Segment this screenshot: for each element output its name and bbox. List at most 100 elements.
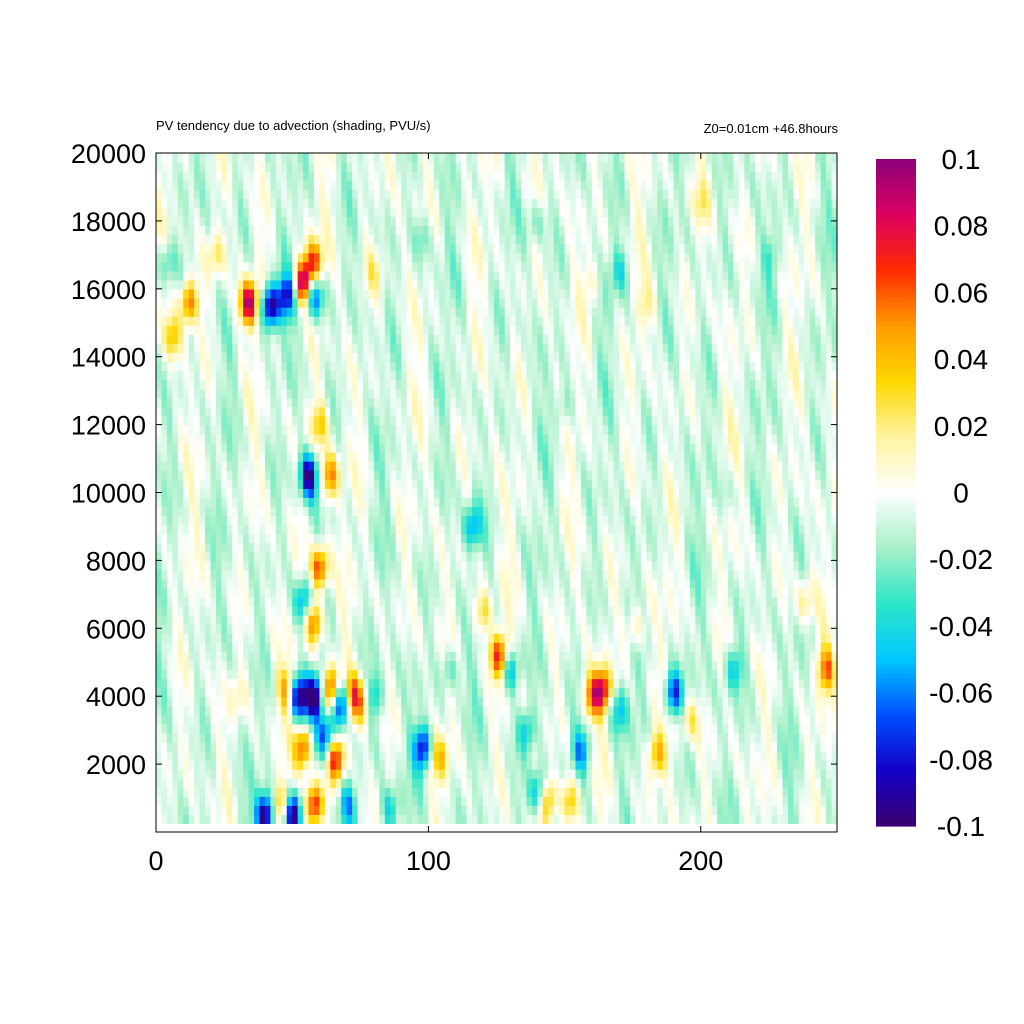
heatmap-cell <box>254 669 261 680</box>
heatmap-cell <box>777 633 784 643</box>
heatmap-cell <box>559 533 566 544</box>
heatmap-cell <box>335 606 342 616</box>
heatmap-cell <box>172 687 179 698</box>
heatmap-cell <box>766 479 773 489</box>
heatmap-cell <box>820 497 827 507</box>
heatmap-cell <box>226 578 233 589</box>
heatmap-cell <box>292 796 299 806</box>
heatmap-cell <box>749 569 756 580</box>
heatmap-cell <box>373 660 380 671</box>
heatmap-cell <box>755 660 762 671</box>
heatmap-cell <box>466 732 473 743</box>
heatmap-cell <box>161 814 168 824</box>
heatmap-cell <box>804 705 811 716</box>
heatmap-cell <box>363 633 370 643</box>
heatmap-cell <box>308 587 315 598</box>
heatmap-cell <box>471 669 479 680</box>
heatmap-cell <box>275 705 282 716</box>
heatmap-cell <box>635 524 642 535</box>
heatmap-cell <box>619 488 626 498</box>
heatmap-cell <box>542 814 549 824</box>
heatmap-cell <box>722 760 729 770</box>
heatmap-cell <box>537 587 544 598</box>
heatmap-cell <box>433 506 440 517</box>
heatmap-cell <box>629 805 637 816</box>
heatmap-cell <box>521 660 528 671</box>
heatmap-cell <box>335 578 342 589</box>
heatmap-cell <box>254 578 261 589</box>
heatmap-cell <box>635 796 642 806</box>
heatmap-cell <box>575 751 582 761</box>
heatmap-cell <box>831 551 837 562</box>
heatmap-cell <box>798 732 805 743</box>
heatmap-cell <box>728 787 735 797</box>
heatmap-cell <box>657 615 664 625</box>
heatmap-cell <box>401 678 408 689</box>
heatmap-cell <box>379 769 386 779</box>
heatmap-cell <box>390 488 397 498</box>
heatmap-cell <box>515 714 522 725</box>
heatmap-cell <box>673 687 680 698</box>
heatmap-cell <box>771 515 778 526</box>
heatmap-cell <box>580 624 587 634</box>
heatmap-cell <box>820 642 827 652</box>
heatmap-cell <box>537 696 544 707</box>
heatmap-cell <box>798 497 805 507</box>
heatmap-cell <box>651 524 658 535</box>
heatmap-cell <box>319 669 326 680</box>
heatmap-cell <box>439 805 446 816</box>
heatmap-cell <box>401 497 408 507</box>
heatmap-cell <box>248 678 255 689</box>
heatmap-cell <box>499 542 506 553</box>
heatmap-cell <box>259 741 266 752</box>
heatmap-cell <box>744 587 751 598</box>
heatmap-cell <box>324 606 331 616</box>
heatmap-cell <box>815 569 822 580</box>
heatmap-cell <box>221 542 228 553</box>
heatmap-cell <box>771 732 778 743</box>
heatmap-cell <box>384 533 391 544</box>
heatmap-cell <box>406 805 413 816</box>
heatmap-cell <box>346 479 353 489</box>
heatmap-cell <box>254 687 261 698</box>
heatmap-cell <box>624 642 631 652</box>
heatmap-cell <box>341 569 348 580</box>
heatmap-cell <box>580 524 587 535</box>
heatmap-cell <box>461 560 468 571</box>
heatmap-cell <box>166 751 173 761</box>
heatmap-cell <box>738 760 745 770</box>
heatmap-cell <box>226 678 233 689</box>
heatmap-cell <box>722 687 729 698</box>
heatmap-cell <box>232 696 239 707</box>
heatmap-cell <box>455 669 462 680</box>
heatmap-cell <box>706 569 713 580</box>
heatmap-cell <box>324 805 331 816</box>
heatmap-cell <box>771 660 778 671</box>
heatmap-cell <box>570 778 577 788</box>
heatmap-cell <box>352 741 359 752</box>
heatmap-cell <box>787 606 795 616</box>
heatmap-cell <box>521 705 528 716</box>
heatmap-cell <box>488 741 495 752</box>
heatmap-cell <box>368 533 375 544</box>
heatmap-cell <box>733 578 740 589</box>
heatmap-cell <box>172 751 179 761</box>
heatmap-cell <box>689 560 696 571</box>
heatmap-cell <box>553 615 560 625</box>
heatmap-cell <box>395 642 402 652</box>
heatmap-cell <box>706 714 713 725</box>
heatmap-cell <box>461 624 468 634</box>
heatmap-cell <box>608 470 615 480</box>
heatmap-cell <box>275 696 282 707</box>
heatmap-cell <box>352 669 359 680</box>
heatmap-cell <box>668 723 675 734</box>
heatmap-cell <box>733 524 740 535</box>
heatmap-cell <box>804 615 811 625</box>
heatmap-cell <box>194 633 201 643</box>
heatmap-cell <box>722 461 729 471</box>
heatmap-cell <box>668 714 675 725</box>
heatmap-cell <box>357 814 364 824</box>
heatmap-cell <box>793 660 800 671</box>
heatmap-cell <box>422 587 429 598</box>
heatmap-cell <box>624 660 631 671</box>
